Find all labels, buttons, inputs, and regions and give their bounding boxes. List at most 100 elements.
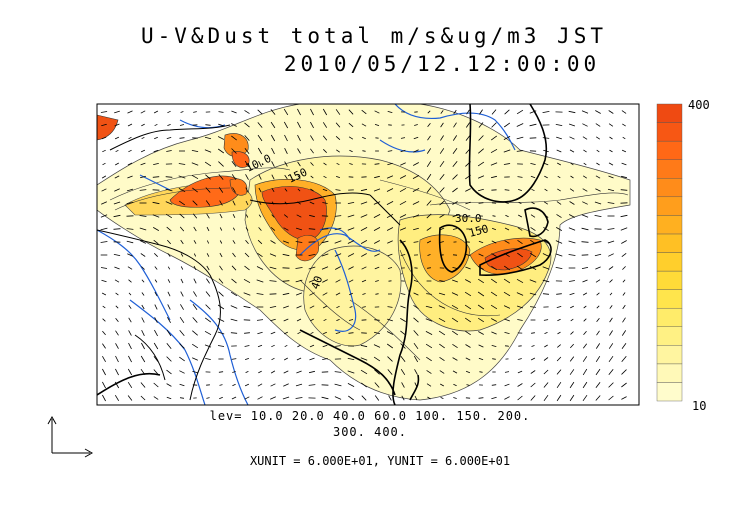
wind-arrow xyxy=(595,110,601,114)
wind-arrow xyxy=(193,291,197,297)
wind-arrow xyxy=(557,188,561,192)
wind-arrow xyxy=(452,228,458,230)
wind-arrow xyxy=(347,240,355,244)
wind-arrow xyxy=(258,161,262,167)
wind-arrow xyxy=(582,343,588,349)
wind-arrow xyxy=(569,188,575,192)
wind-arrow xyxy=(374,124,380,126)
wind-arrow xyxy=(128,342,132,350)
wind-arrow xyxy=(622,266,626,270)
wind-arrow xyxy=(440,110,444,114)
wind-arrow xyxy=(477,278,485,284)
wind-arrow xyxy=(310,135,314,141)
wind-arrow xyxy=(465,161,471,167)
wind-arrow xyxy=(452,148,458,154)
wind-arrow xyxy=(231,358,237,360)
wind-arrow xyxy=(192,304,198,310)
wind-arrow xyxy=(569,136,575,140)
wind-arrow xyxy=(193,265,197,271)
wind-arrow xyxy=(452,187,458,193)
wind-arrow xyxy=(192,200,198,206)
wind-arrow xyxy=(570,331,574,335)
wind-arrow xyxy=(115,317,119,323)
wind-arrow xyxy=(425,331,433,335)
wind-arrow xyxy=(452,201,458,205)
wind-arrow xyxy=(126,202,134,204)
wind-arrow xyxy=(544,344,548,348)
wind-arrow xyxy=(607,240,615,244)
wind-arrow xyxy=(622,136,626,140)
wind-arrow xyxy=(219,213,223,219)
wind-arrow xyxy=(297,331,301,335)
wind-arrow xyxy=(569,280,575,282)
wind-arrow xyxy=(256,319,264,321)
wind-arrow xyxy=(178,200,186,206)
wind-arrow xyxy=(569,201,575,205)
wind-arrow xyxy=(217,304,225,310)
wind-arrow xyxy=(582,188,588,192)
wind-arrow xyxy=(490,135,498,141)
wind-arrow xyxy=(361,253,367,257)
wind-arrow xyxy=(609,149,613,153)
wind-arrow xyxy=(231,396,237,400)
wind-arrow xyxy=(491,331,497,335)
wind-arrow xyxy=(413,241,419,243)
wind-arrow xyxy=(140,382,146,388)
wind-arrow xyxy=(180,111,184,113)
wind-arrow xyxy=(516,136,524,140)
wind-arrow xyxy=(583,149,587,153)
wind-arrow xyxy=(426,370,432,374)
wind-arrow xyxy=(217,331,225,335)
wind-arrow xyxy=(426,356,432,362)
wind-arrow xyxy=(257,122,263,128)
wind-arrow xyxy=(465,215,471,217)
wind-arrow xyxy=(607,188,615,192)
wind-arrow xyxy=(439,148,445,154)
wind-arrow xyxy=(297,108,301,116)
wind-arrow xyxy=(166,356,172,362)
wind-arrow xyxy=(555,253,563,257)
wind-arrow xyxy=(374,110,380,114)
wind-arrow xyxy=(555,240,563,244)
wind-arrow xyxy=(531,345,535,347)
wind-arrow xyxy=(296,305,302,309)
colorbar-swatch xyxy=(656,233,683,253)
wind-arrow xyxy=(504,240,510,244)
wind-arrow xyxy=(335,345,341,347)
wind-arrow xyxy=(399,175,407,179)
wind-arrow xyxy=(284,344,288,348)
wind-arrow xyxy=(427,396,431,400)
wind-arrow xyxy=(127,395,133,401)
wind-arrow xyxy=(141,266,145,270)
wind-arrow xyxy=(166,137,172,139)
wind-arrow xyxy=(297,134,301,142)
wind-arrow xyxy=(179,330,185,336)
wind-arrow xyxy=(621,149,627,153)
wind-arrow xyxy=(218,291,224,297)
wind-arrow xyxy=(127,175,133,179)
wind-arrow xyxy=(608,253,614,257)
wind-arrow xyxy=(595,175,601,179)
wind-arrow xyxy=(205,187,211,193)
wind-arrow xyxy=(531,201,535,205)
wind-arrow xyxy=(269,266,277,270)
wind-arrow xyxy=(323,175,327,179)
wind-arrow xyxy=(360,188,368,192)
wind-arrow xyxy=(283,214,289,218)
wind-arrow xyxy=(569,214,575,218)
wind-arrow xyxy=(141,317,145,323)
wind-arrow xyxy=(478,240,484,244)
wind-arrow xyxy=(439,174,445,180)
wind-arrow xyxy=(465,357,471,361)
wind-arrow xyxy=(518,358,522,360)
wind-arrow xyxy=(282,396,290,400)
wind-arrow xyxy=(232,227,236,231)
wind-arrow xyxy=(491,384,497,386)
wind-arrow xyxy=(413,280,419,282)
wind-arrow xyxy=(413,317,419,323)
wind-arrow xyxy=(595,279,601,283)
wind-arrow xyxy=(608,369,614,375)
wind-arrow xyxy=(258,357,262,361)
wind-arrow xyxy=(206,278,210,284)
wind-arrow xyxy=(322,292,328,296)
